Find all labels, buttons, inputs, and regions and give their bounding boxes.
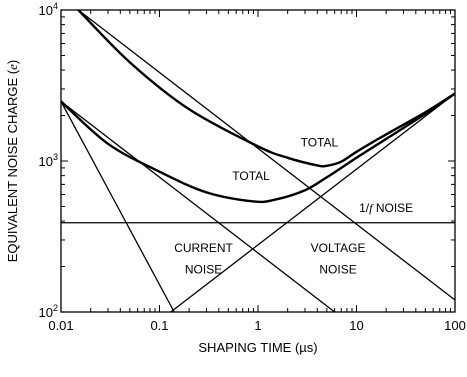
annotation-current-label-2: NOISE xyxy=(185,262,222,276)
annotation-text: 1/ xyxy=(359,201,370,215)
series-line-current-high xyxy=(170,92,456,313)
x-tick-label: 0.01 xyxy=(48,318,73,333)
series-line-current-low xyxy=(60,100,336,313)
annotation-voltage-label-1: VOLTAGE xyxy=(311,241,366,255)
y-tick-label-base: 10 xyxy=(39,154,53,169)
x-axis-label: SHAPING TIME (µs) xyxy=(198,340,317,355)
y-tick-label-base: 10 xyxy=(39,3,53,18)
annotation-total-high-label: TOTAL xyxy=(301,135,339,149)
plot-lines xyxy=(60,9,456,313)
series-line-voltage-high xyxy=(77,9,456,301)
x-tick-label: 100 xyxy=(444,318,466,333)
y-axis-label-unit: e xyxy=(5,64,20,70)
y-tick-label: 102 xyxy=(39,303,58,320)
y-axis-label-close: ) xyxy=(5,60,20,64)
y-axis-label-main: EQUIVALENT NOISE CHARGE ( xyxy=(5,69,20,262)
plot-frame xyxy=(60,9,456,313)
y-tick-label-exponent: 2 xyxy=(53,303,58,313)
annotation-current-label-1: CURRENT xyxy=(174,241,233,255)
annotation-total-low-label: TOTAL xyxy=(232,169,270,183)
y-tick-label-exponent: 3 xyxy=(53,152,58,162)
annotations: TOTAL TOTAL 1/f NOISE CURRENT NOISE VOLTAGE NO… xyxy=(174,135,413,276)
series-line-total-high xyxy=(77,9,456,168)
y-axis-label: EQUIVALENT NOISE CHARGE (e) xyxy=(5,60,20,263)
series-line-voltage-low xyxy=(60,101,175,313)
annotation-one-over-f-label: 1/f NOISE xyxy=(359,201,413,215)
series-line-total-low xyxy=(60,92,456,204)
axis-ticks xyxy=(60,9,456,313)
y-tick-label-exponent: 4 xyxy=(53,1,58,11)
y-tick-label: 103 xyxy=(39,152,58,169)
annotation-voltage-label-2: NOISE xyxy=(319,262,356,276)
x-tick-label: 10 xyxy=(349,318,363,333)
x-tick-label: 1 xyxy=(254,318,261,333)
annotation-text-italic: f xyxy=(369,201,374,215)
y-tick-label: 104 xyxy=(39,1,58,18)
y-tick-label-base: 10 xyxy=(39,305,53,320)
annotation-text: NOISE xyxy=(372,201,413,215)
x-tick-label: 0.1 xyxy=(150,318,168,333)
